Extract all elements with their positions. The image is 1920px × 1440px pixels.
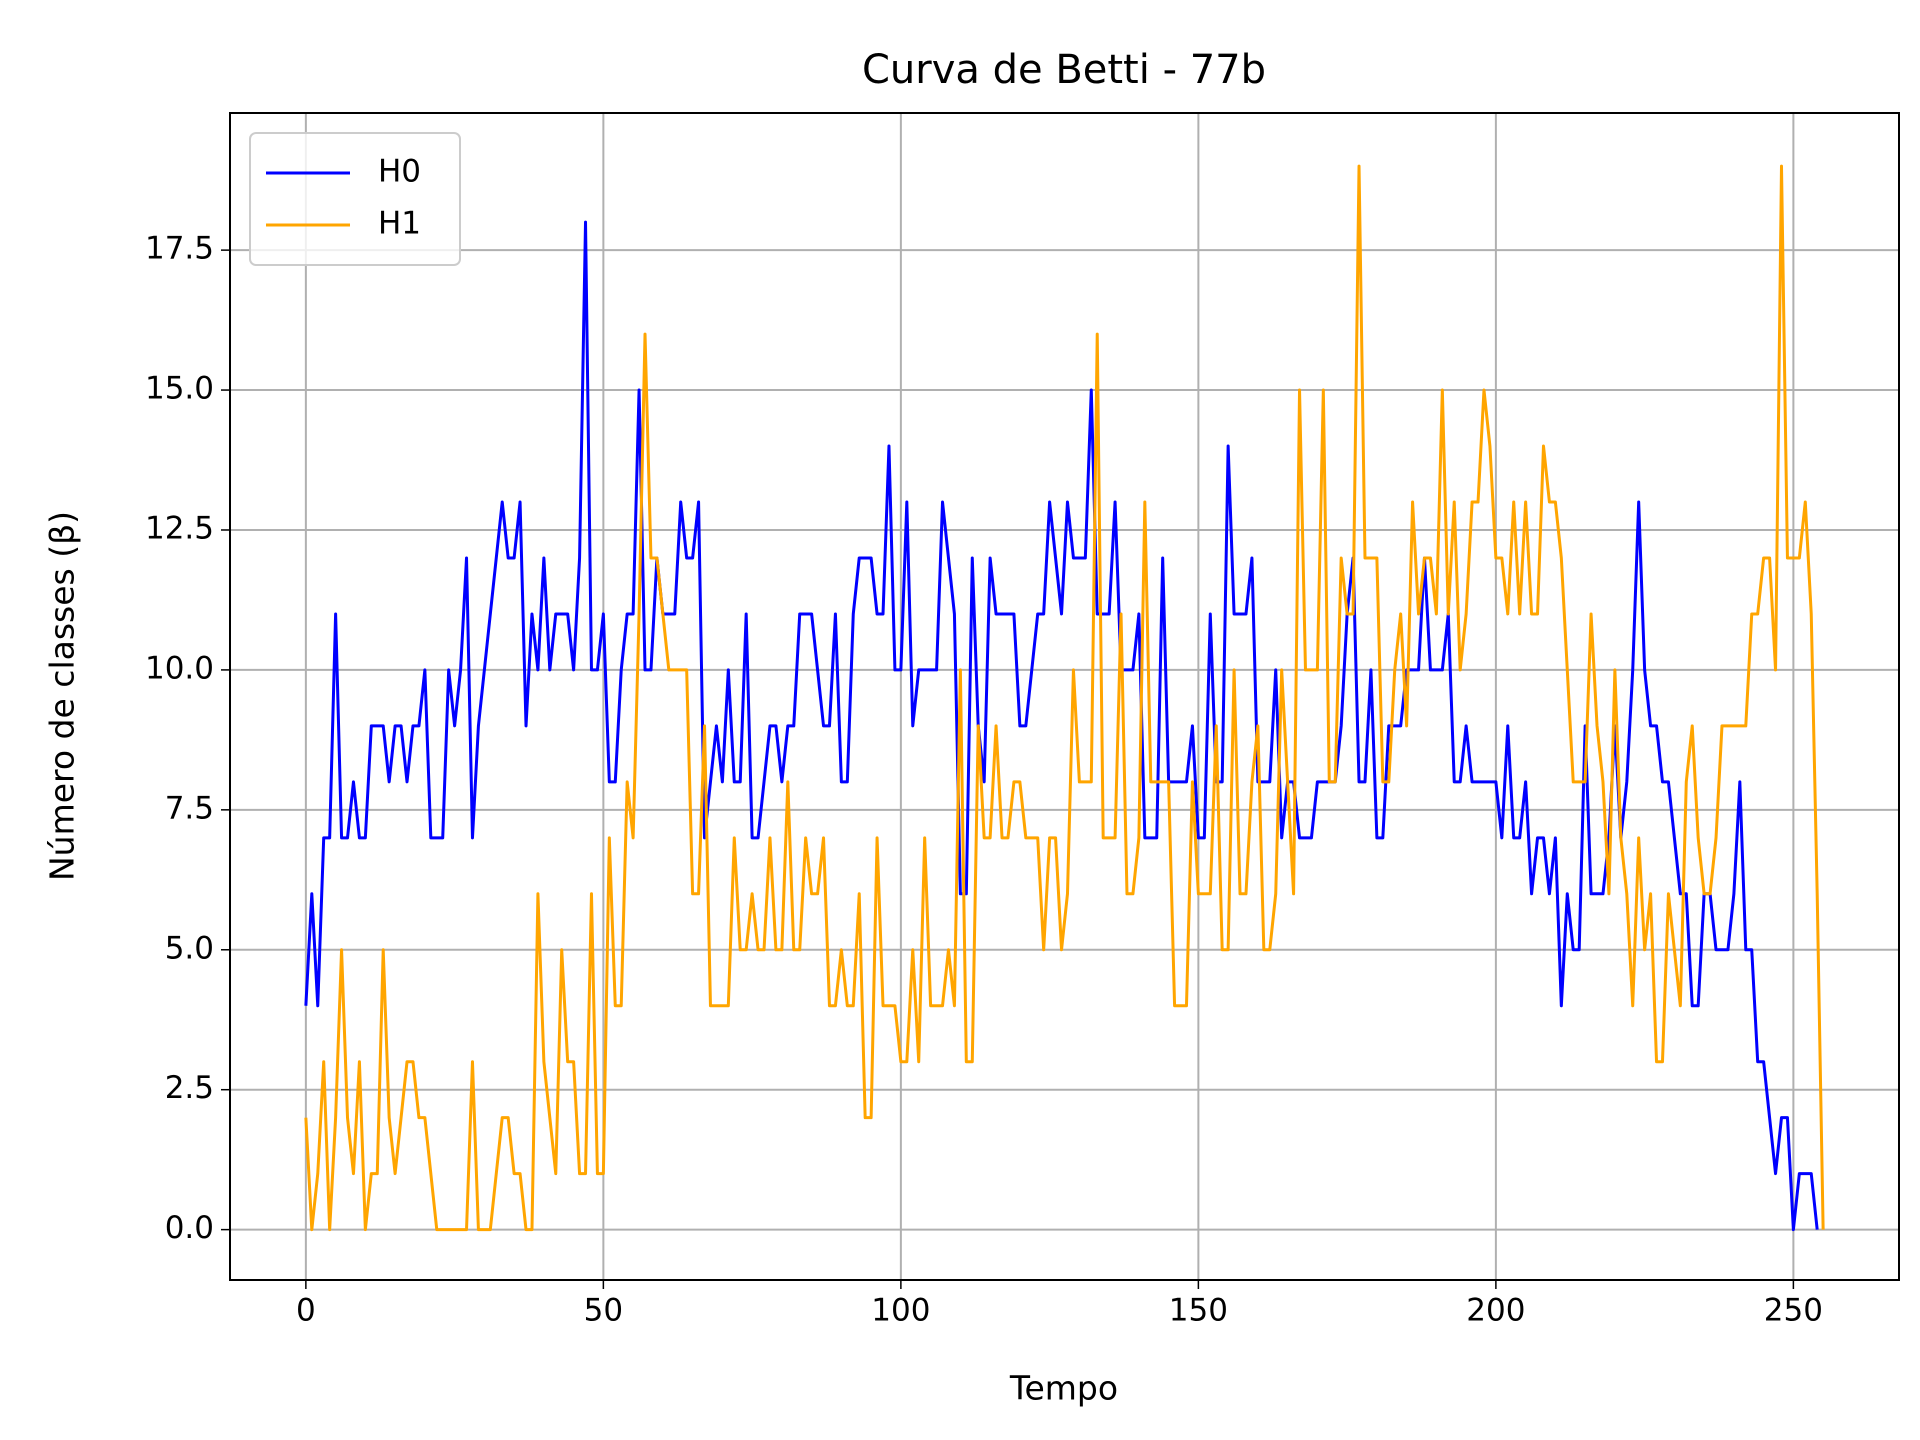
chart-title: Curva de Betti - 77b	[862, 47, 1266, 93]
series-line	[304, 220, 1819, 1232]
plot-frame	[229, 112, 1900, 1281]
legend-label: H0	[378, 154, 421, 190]
y-tick-label: 0.0	[165, 1210, 214, 1246]
y-tick-label: 2.5	[165, 1070, 214, 1106]
legend-box	[249, 132, 461, 266]
x-tick-label: 100	[871, 1293, 930, 1329]
x-tick-label: 150	[1169, 1293, 1228, 1329]
y-tick-label: 12.5	[145, 510, 214, 546]
y-tick-label: 17.5	[145, 231, 214, 267]
x-tick-label: 200	[1466, 1293, 1525, 1329]
y-tick-label: 15.0	[145, 371, 214, 407]
y-axis-label: Número de classes (β)	[43, 511, 82, 881]
legend-label: H1	[378, 206, 421, 242]
y-tick-label: 7.5	[165, 790, 214, 826]
x-tick-label: 0	[296, 1293, 316, 1329]
x-axis-label: Tempo	[1009, 1369, 1118, 1408]
x-tick-label: 50	[584, 1293, 623, 1329]
x-tick-label: 250	[1764, 1293, 1823, 1329]
series-line	[304, 164, 1825, 1232]
y-tick-label: 5.0	[165, 930, 214, 966]
y-tick-label: 10.0	[145, 650, 214, 686]
